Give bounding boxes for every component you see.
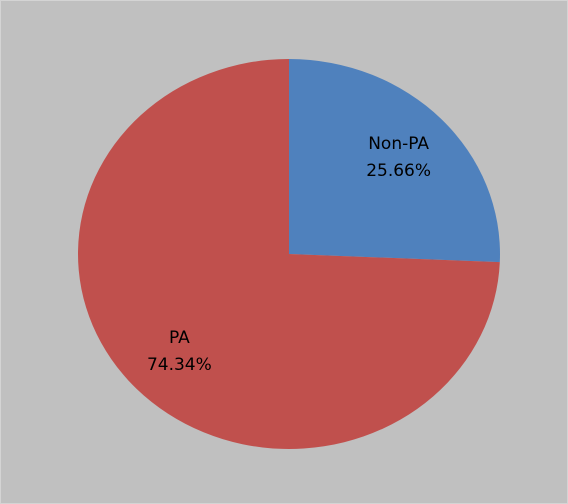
data-label-category: PA bbox=[169, 328, 190, 348]
data-label-category: Non-PA bbox=[368, 134, 429, 154]
data-label-value: 25.66% bbox=[366, 161, 431, 181]
pie-slice bbox=[78, 59, 500, 449]
data-label-value: 74.34% bbox=[147, 355, 212, 375]
pie-slice bbox=[289, 59, 500, 263]
